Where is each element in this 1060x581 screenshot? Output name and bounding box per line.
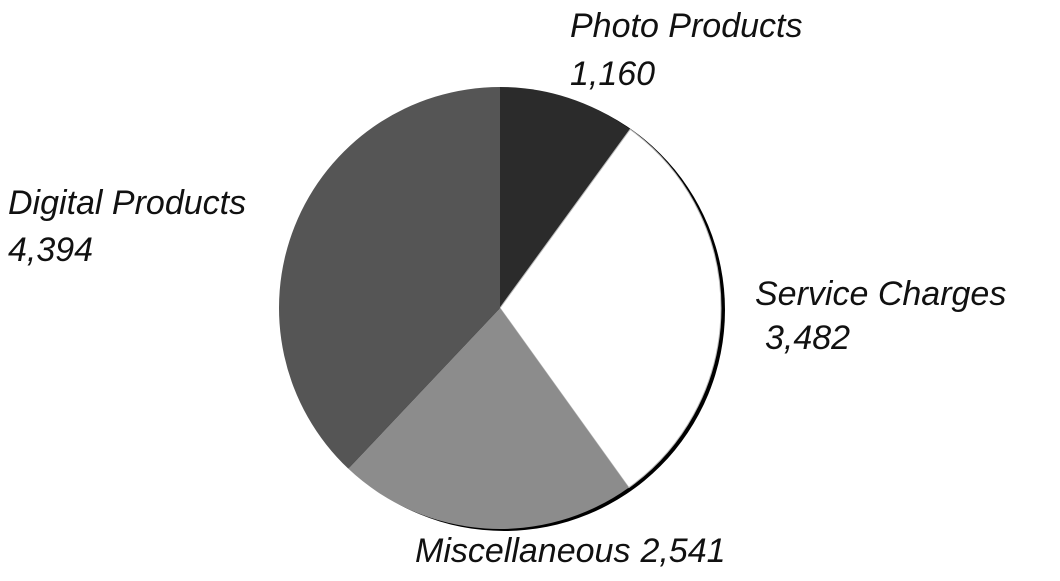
slice-value: 2,541 bbox=[639, 532, 725, 570]
slice-value: 3,482 bbox=[765, 319, 850, 357]
slice-name: Miscellaneous bbox=[415, 532, 630, 570]
slice-name: Digital Products bbox=[8, 184, 246, 222]
slice-name: Service Charges bbox=[755, 275, 1006, 313]
pie-slice bbox=[348, 308, 629, 529]
pie-slice bbox=[500, 87, 631, 308]
slice-value: 1,160 bbox=[570, 55, 655, 93]
pie-slice bbox=[499, 128, 722, 489]
slice-label: Miscellaneous 2,541 bbox=[415, 532, 726, 570]
slice-value: 4,394 bbox=[8, 231, 93, 269]
pie-slice bbox=[278, 86, 500, 469]
slice-name: Photo Products bbox=[570, 7, 802, 45]
